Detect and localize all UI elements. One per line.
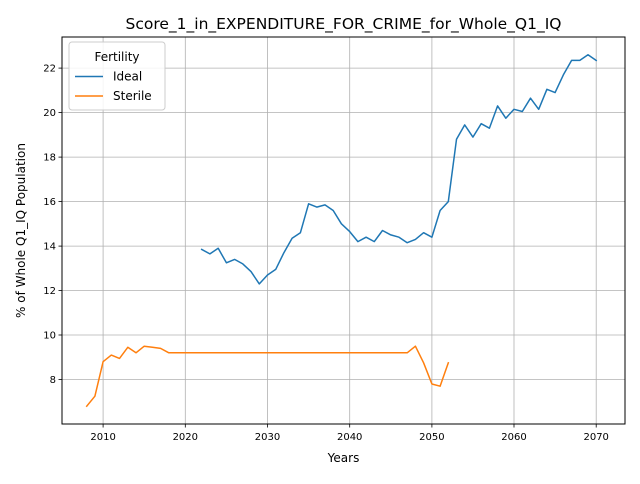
series-line-sterile	[85, 345, 450, 408]
y-tick-label: 20	[43, 108, 56, 119]
plot-frame	[61, 36, 626, 425]
x-tick-label: 2020	[173, 432, 198, 443]
series-line-ideal	[200, 54, 598, 285]
y-tick-label: 14	[43, 242, 56, 253]
series-lines	[85, 54, 598, 408]
axis-ticks: 2010 2020 2030 2040 2050 2060 2070 8 10 12 14 16 18 2…	[43, 64, 609, 443]
x-tick-label: 2060	[501, 432, 526, 443]
y-tick-label: 10	[43, 331, 56, 342]
x-tick-label: 2040	[337, 432, 362, 443]
grid	[62, 37, 625, 424]
y-tick-label: 12	[43, 286, 56, 297]
legend-label-ideal: Ideal	[113, 70, 142, 84]
legend-box	[68, 41, 166, 111]
y-tick-label: 22	[43, 64, 56, 75]
y-tick-label: 16	[43, 197, 56, 208]
legend: Fertility Ideal Sterile	[68, 41, 166, 111]
x-tick-label: 2030	[255, 432, 280, 443]
x-axis-label: Years	[327, 451, 360, 465]
y-axis-label: % of Whole Q1_IQ Population	[14, 143, 28, 318]
x-tick-label: 2050	[419, 432, 444, 443]
legend-title: Fertility	[94, 50, 139, 64]
chart-title: Score_1_in_EXPENDITURE_FOR_CRIME_for_Who…	[125, 15, 561, 34]
y-tick-label: 8	[50, 375, 56, 386]
legend-label-sterile: Sterile	[113, 89, 152, 103]
x-tick-label: 2010	[90, 432, 115, 443]
legend-entries: Ideal Sterile	[75, 70, 152, 103]
x-tick-label: 2070	[583, 432, 608, 443]
y-tick-label: 18	[43, 153, 56, 164]
